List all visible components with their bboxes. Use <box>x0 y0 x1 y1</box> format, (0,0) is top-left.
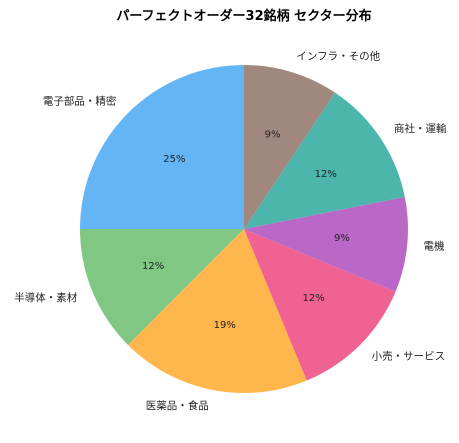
pie-slice-4 <box>244 229 396 381</box>
slice-pct-3: 19% <box>214 320 236 331</box>
slice-label-4: 小売・サービス <box>372 350 446 363</box>
pie-slice-1 <box>80 65 244 229</box>
slice-label-5: 電機 <box>424 240 445 253</box>
slice-pct-6: 12% <box>315 169 337 180</box>
slice-label-3: 医薬品・食品 <box>146 399 209 412</box>
pie-slice-3 <box>128 229 307 394</box>
slice-label-6: 商社・運輸 <box>394 122 447 135</box>
slice-label-7: インフラ・その他 <box>296 49 380 62</box>
pie-labels: 電子部品・精密 25% 半導体・素材 12% 医薬品・食品 19% 小売・サービス 12% 電機… <box>14 49 447 412</box>
pie-slice-7 <box>244 65 336 229</box>
chart-title: パーフェクトオーダー32銘柄 セクター分布 <box>116 8 371 24</box>
slice-pct-7: 9% <box>265 129 281 140</box>
slice-pct-2: 12% <box>142 261 164 272</box>
slice-label-1: 電子部品・精密 <box>43 94 117 107</box>
slice-pct-4: 12% <box>302 293 324 304</box>
slice-label-2: 半導体・素材 <box>14 291 77 304</box>
pie-slice-5 <box>244 197 409 292</box>
pie-slices <box>80 65 409 394</box>
slice-pct-1: 25% <box>163 154 185 165</box>
pie-slice-6 <box>244 92 405 229</box>
slice-pct-5: 9% <box>334 233 350 244</box>
pie-slice-2 <box>80 229 244 345</box>
